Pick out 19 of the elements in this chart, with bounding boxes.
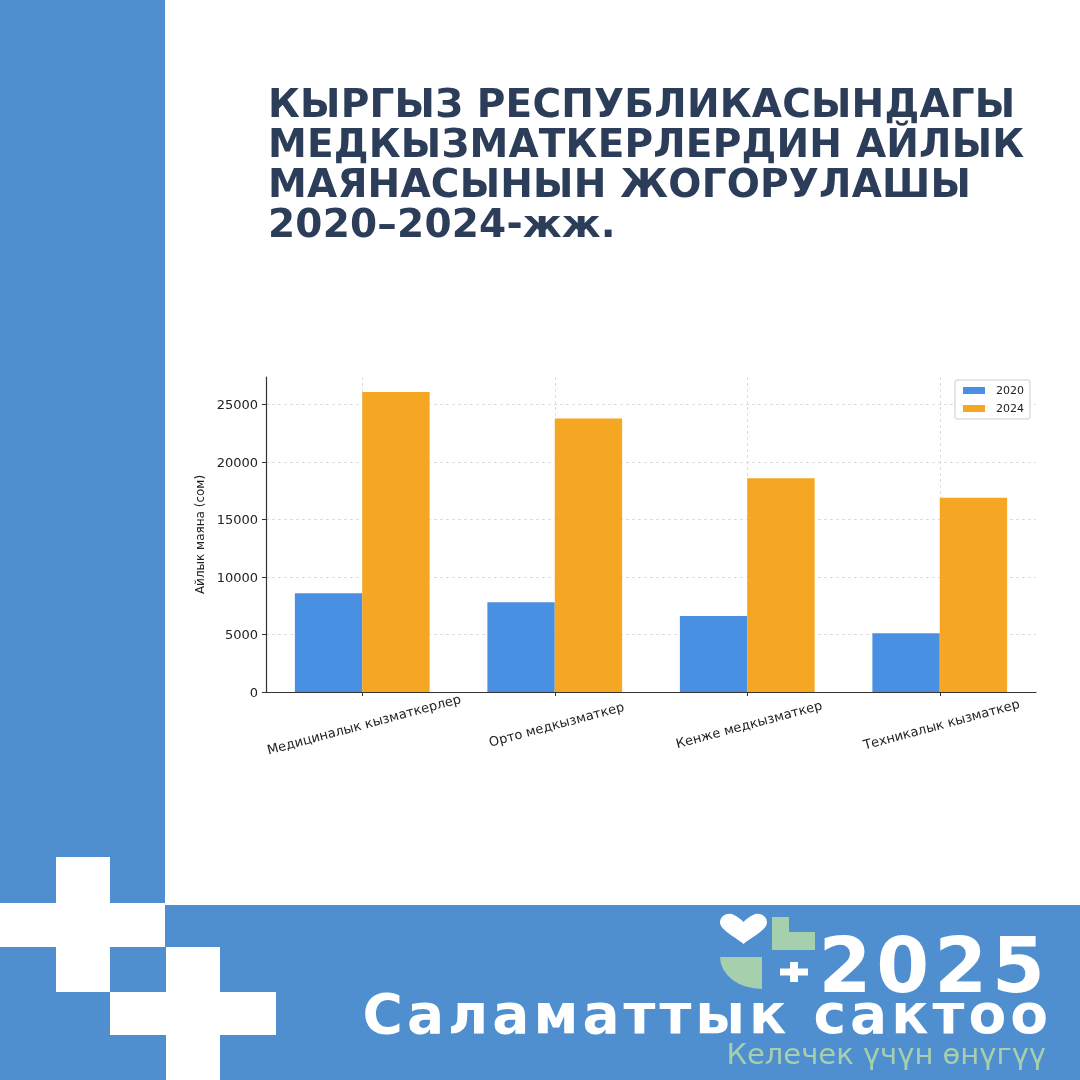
legend-label: 2020 (996, 384, 1025, 397)
bar (487, 602, 555, 692)
bar (362, 391, 430, 692)
text: Келечек үчүн өнүгүү (726, 1037, 1046, 1072)
y-tick-label: 20000 (216, 454, 258, 470)
chart-title: КЫРГЫЗ РЕСПУБЛИКАСЫНДАГЫ МЕДКЫЗМАТКЕРЛЕРДИН АЙЛЫК МАЯНАСЫНЫН ЖОГОРУЛАШЫ 2020–2024-жж. (268, 81, 1025, 246)
bar (872, 633, 940, 692)
legend-label: 2024 (996, 402, 1025, 415)
y-tick-label: 10000 (216, 569, 258, 585)
y-tick-label: 25000 (216, 397, 258, 413)
y-tick-label: 15000 (216, 512, 258, 528)
bar (294, 593, 363, 692)
bar (747, 478, 815, 692)
bar (679, 616, 748, 692)
bar (939, 497, 1008, 692)
y-axis-title: Айлык маяна (сом) (192, 474, 207, 595)
bar (554, 418, 623, 692)
y-tick-label: 5000 (224, 627, 258, 643)
y-tick-label: 0 (249, 684, 258, 700)
